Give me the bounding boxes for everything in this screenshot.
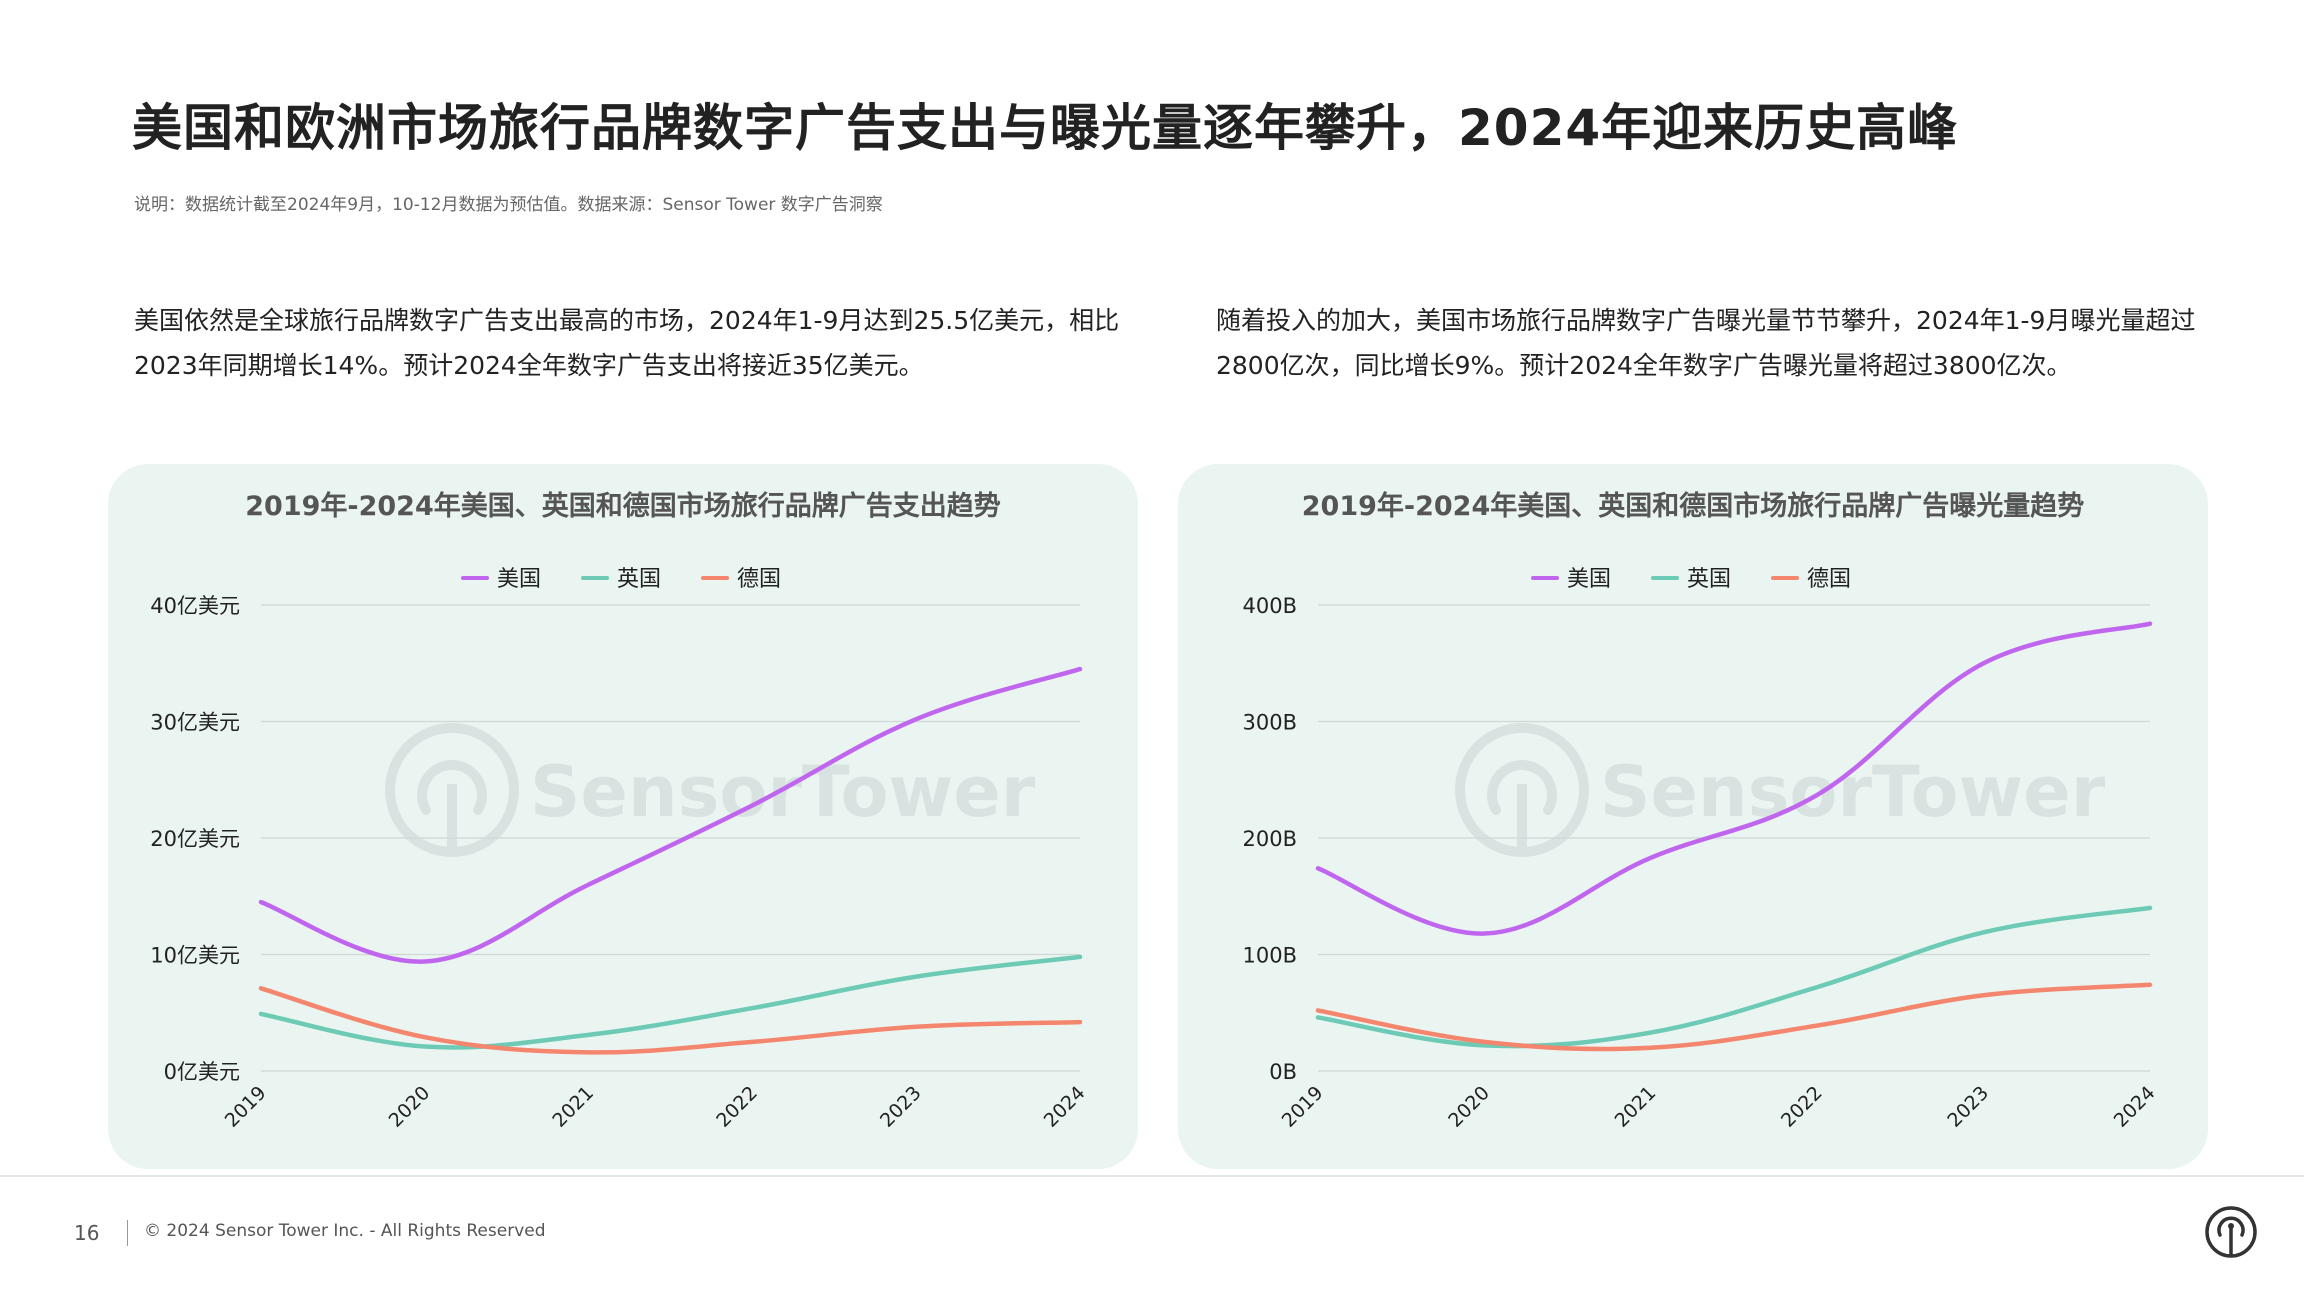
chart-title: 2019年-2024年美国、英国和德国市场旅行品牌广告支出趋势 xyxy=(245,490,1001,522)
sensor-tower-watermark: SensorTower xyxy=(1455,723,2106,857)
spend-chart-panel: SensorTower 2019年-2024年美国、英国和德国市场旅行品牌广告支出… xyxy=(108,464,1138,1169)
copyright-text: © 2024 Sensor Tower Inc. - All Rights Re… xyxy=(144,1221,546,1241)
x-tick-label: 2021 xyxy=(1611,1082,1661,1132)
footer-separator xyxy=(127,1220,128,1246)
x-tick-label: 2023 xyxy=(876,1082,926,1132)
y-tick-label: 0B xyxy=(1269,1060,1297,1084)
x-tick-label: 2024 xyxy=(2110,1082,2160,1132)
x-tick-label: 2020 xyxy=(385,1082,435,1132)
series-line xyxy=(258,986,1083,1055)
legend-label: 英国 xyxy=(1687,567,1731,592)
y-tick-label: 40亿美元 xyxy=(150,594,240,618)
footer-divider xyxy=(0,1175,2304,1177)
x-tick-label: 2019 xyxy=(1278,1082,1328,1132)
page-title: 美国和欧洲市场旅行品牌数字广告支出与曝光量逐年攀升，2024年迎来历史高峰 xyxy=(132,99,1959,157)
x-tick-label: 2019 xyxy=(221,1082,271,1132)
watermark-text: SensorTower xyxy=(530,751,1036,833)
y-tick-label: 0亿美元 xyxy=(164,1060,240,1084)
y-tick-label: 20亿美元 xyxy=(150,827,240,851)
sensor-tower-logo-icon xyxy=(2205,1206,2257,1258)
y-tick-label: 200B xyxy=(1243,827,1298,851)
x-tick-label: 2022 xyxy=(1777,1082,1827,1132)
y-tick-label: 30亿美元 xyxy=(150,711,240,735)
y-tick-label: 400B xyxy=(1243,594,1298,618)
series-line xyxy=(1315,905,2153,1049)
y-tick-label: 300B xyxy=(1243,711,1298,735)
legend-item: 美国 xyxy=(1531,567,1611,592)
series-line xyxy=(258,954,1083,1050)
legend-label: 美国 xyxy=(1567,567,1611,592)
chart-title: 2019年-2024年美国、英国和德国市场旅行品牌广告曝光量趋势 xyxy=(1302,490,2085,522)
legend-item: 英国 xyxy=(1651,567,1731,592)
legend-label: 德国 xyxy=(737,567,781,592)
legend-item: 德国 xyxy=(701,567,781,592)
spend-summary-text: 美国依然是全球旅行品牌数字广告支出最高的市场，2024年1-9月达到25.5亿美… xyxy=(134,306,1120,380)
legend-item: 英国 xyxy=(581,567,661,592)
legend-label: 德国 xyxy=(1807,567,1851,592)
series-line xyxy=(1315,621,2153,936)
y-tick-label: 10亿美元 xyxy=(150,944,240,968)
x-tick-label: 2024 xyxy=(1040,1082,1090,1132)
x-tick-label: 2020 xyxy=(1444,1082,1494,1132)
series-line xyxy=(1315,982,2153,1052)
page-number: 16 xyxy=(74,1221,100,1245)
legend-item: 美国 xyxy=(461,567,541,592)
data-source-note: 说明：数据统计截至2024年9月，10-12月数据为预估值。数据来源：Senso… xyxy=(134,195,883,215)
y-tick-label: 100B xyxy=(1243,944,1298,968)
impressions-summary-text: 随着投入的加大，美国市场旅行品牌数字广告曝光量节节攀升，2024年1-9月曝光量… xyxy=(1216,306,2196,380)
impressions-chart-panel: SensorTower 2019年-2024年美国、英国和德国市场旅行品牌广告曝光… xyxy=(1178,464,2208,1169)
x-tick-label: 2021 xyxy=(548,1082,598,1132)
impressions-line-chart: SensorTower 2019年-2024年美国、英国和德国市场旅行品牌广告曝光… xyxy=(1243,490,2160,1132)
watermark-text: SensorTower xyxy=(1600,751,2106,833)
legend-label: 美国 xyxy=(497,567,541,592)
series-line xyxy=(258,666,1083,964)
spend-line-chart: SensorTower 2019年-2024年美国、英国和德国市场旅行品牌广告支出… xyxy=(150,490,1090,1132)
x-tick-label: 2022 xyxy=(712,1082,762,1132)
x-tick-label: 2023 xyxy=(1943,1082,1993,1132)
legend-item: 德国 xyxy=(1771,567,1851,592)
sensor-tower-watermark: SensorTower xyxy=(385,723,1036,857)
legend-label: 英国 xyxy=(617,567,661,592)
